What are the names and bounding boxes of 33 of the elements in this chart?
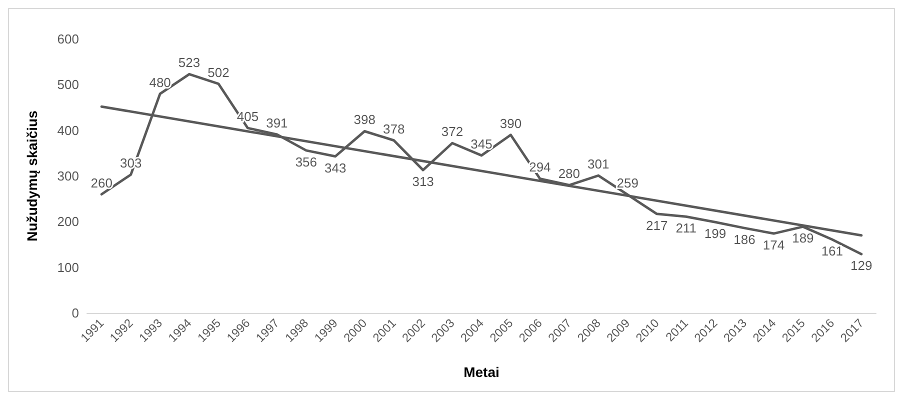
data-label: 372 xyxy=(441,124,464,140)
data-label: 161 xyxy=(821,243,844,258)
y-tick-label: 0 xyxy=(72,306,79,320)
data-label: 356 xyxy=(295,154,318,170)
data-label: 189 xyxy=(792,230,814,246)
data-label: 211 xyxy=(676,220,696,236)
data-label: 390 xyxy=(500,116,522,131)
y-tick-label: 600 xyxy=(57,32,79,46)
data-label: 313 xyxy=(412,174,434,190)
x-axis-title: Metai xyxy=(464,364,500,380)
data-label: 345 xyxy=(470,136,492,152)
data-label: 217 xyxy=(646,218,668,233)
data-label: 391 xyxy=(266,115,288,130)
y-tick-label: 400 xyxy=(57,122,79,138)
data-label: 378 xyxy=(382,121,405,136)
y-axis-title: Nužudymų skaičius xyxy=(24,110,40,242)
y-tick-label: 500 xyxy=(57,77,79,92)
data-label: 129 xyxy=(850,258,872,274)
data-label: 523 xyxy=(178,55,200,70)
data-label: 186 xyxy=(734,232,756,248)
y-tick-label: 300 xyxy=(57,168,79,184)
data-label: 280 xyxy=(558,166,580,182)
data-label: 398 xyxy=(354,112,376,128)
data-label: 480 xyxy=(149,74,171,90)
y-tick-label: 100 xyxy=(57,260,79,275)
data-label: 174 xyxy=(762,238,785,253)
data-label: 260 xyxy=(90,175,112,190)
data-label: 502 xyxy=(208,64,230,80)
data-label: 301 xyxy=(588,156,610,172)
y-tick-label: 200 xyxy=(57,214,79,230)
data-label: 199 xyxy=(704,226,726,242)
data-label: 259 xyxy=(616,176,638,191)
data-label: 343 xyxy=(324,160,346,176)
